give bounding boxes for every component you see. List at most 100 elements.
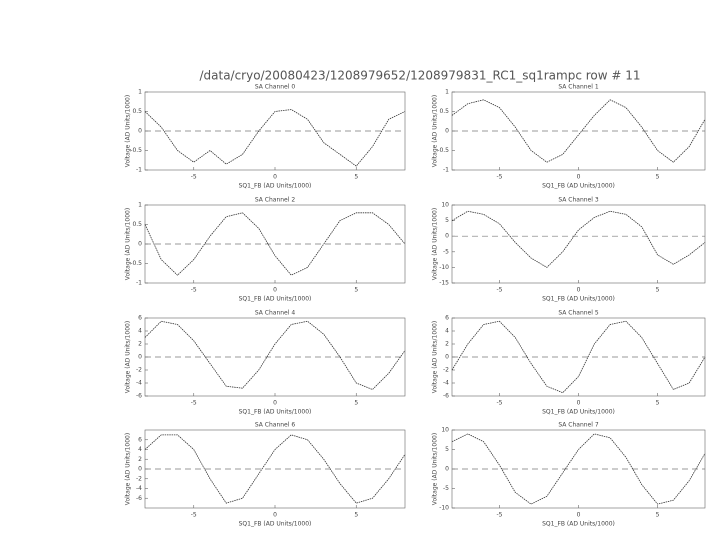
y-tick-label: -6 <box>136 495 142 502</box>
x-axis-label: SQ1_FB (AD Units/1000) <box>239 296 312 303</box>
y-tick-label: 0 <box>138 466 142 473</box>
x-axis-label: SQ1_FB (AD Units/1000) <box>542 409 615 416</box>
y-axis-label: Voltage (AD Units/1000) <box>125 208 132 280</box>
x-axis-label: SQ1_FB (AD Units/1000) <box>542 183 615 190</box>
y-tick-label: -5 <box>443 485 449 492</box>
y-tick-label: -6 <box>443 393 449 400</box>
y-tick-label: 0 <box>138 128 142 135</box>
x-tick-label: 5 <box>354 287 358 294</box>
x-tick-label: 0 <box>577 512 581 519</box>
panel-title: SA Channel 4 <box>255 310 295 317</box>
x-tick-label: -5 <box>496 174 502 181</box>
y-tick-label: -2 <box>136 475 142 482</box>
y-tick-label: -6 <box>136 393 142 400</box>
x-tick-label: -5 <box>496 512 502 519</box>
y-axis-label: Voltage (AD Units/1000) <box>432 433 439 505</box>
x-tick-label: -5 <box>191 400 197 407</box>
x-tick-label: -5 <box>496 400 502 407</box>
plot-frame <box>451 204 706 284</box>
curve <box>451 320 706 394</box>
y-tick-label: 2 <box>138 341 142 348</box>
curve <box>144 320 406 390</box>
x-tick-label: 5 <box>656 287 660 294</box>
y-tick-label: -10 <box>439 505 449 512</box>
y-tick-label: 0 <box>138 241 142 248</box>
y-tick-label: 4 <box>445 328 449 335</box>
x-tick-label: 0 <box>273 512 277 519</box>
x-axis-label: SQ1_FB (AD Units/1000) <box>239 521 312 528</box>
y-tick-label: 5 <box>445 446 449 453</box>
x-axis-label: SQ1_FB (AD Units/1000) <box>542 296 615 303</box>
y-tick-label: -4 <box>443 380 449 387</box>
y-tick-label: 10 <box>441 427 449 434</box>
y-tick-label: 5 <box>445 217 449 224</box>
x-tick-label: 5 <box>656 512 660 519</box>
y-tick-label: 0 <box>445 128 449 135</box>
y-tick-label: -15 <box>439 280 449 287</box>
x-tick-label: -5 <box>191 287 197 294</box>
curve <box>451 433 706 505</box>
y-tick-label: -1 <box>443 167 449 174</box>
panel-title: SA Channel 2 <box>255 197 295 204</box>
y-tick-label: 0 <box>138 354 142 361</box>
y-axis-label: Voltage (AD Units/1000) <box>432 208 439 280</box>
y-tick-label: 2 <box>445 341 449 348</box>
x-tick-label: 0 <box>273 174 277 181</box>
y-tick-label: 0.5 <box>132 221 142 228</box>
y-axis-label: Voltage (AD Units/1000) <box>125 433 132 505</box>
y-tick-label: -0.5 <box>130 147 142 154</box>
y-tick-label: 0.5 <box>132 108 142 115</box>
x-tick-label: -5 <box>191 174 197 181</box>
x-axis-label: SQ1_FB (AD Units/1000) <box>542 521 615 528</box>
x-tick-label: -5 <box>191 512 197 519</box>
y-tick-label: 0.5 <box>439 108 449 115</box>
panel-title: SA Channel 7 <box>558 422 598 429</box>
y-tick-label: -0.5 <box>437 147 449 154</box>
y-tick-label: 6 <box>138 436 142 443</box>
x-tick-label: 0 <box>273 400 277 407</box>
x-tick-label: 5 <box>354 174 358 181</box>
y-axis-label: Voltage (AD Units/1000) <box>432 95 439 167</box>
y-tick-label: 10 <box>441 202 449 209</box>
y-tick-label: 0 <box>445 354 449 361</box>
y-tick-label: 4 <box>138 328 142 335</box>
page-title: /data/cryo/20080423/1208979652/120897983… <box>199 69 640 83</box>
y-tick-label: 1 <box>445 89 449 96</box>
x-tick-label: 5 <box>354 400 358 407</box>
y-tick-label: -2 <box>136 367 142 374</box>
y-tick-label: -2 <box>443 367 449 374</box>
x-axis-label: SQ1_FB (AD Units/1000) <box>239 409 312 416</box>
panel-title: SA Channel 3 <box>558 197 598 204</box>
y-tick-label: -5 <box>443 248 449 255</box>
x-tick-label: 0 <box>273 287 277 294</box>
y-tick-label: -4 <box>136 485 142 492</box>
curve <box>144 212 406 276</box>
y-tick-label: 0 <box>445 466 449 473</box>
curve <box>144 109 406 167</box>
panel-title: SA Channel 0 <box>255 84 295 91</box>
curve <box>451 99 706 163</box>
y-axis-label: Voltage (AD Units/1000) <box>432 321 439 393</box>
panel-title: SA Channel 5 <box>558 310 598 317</box>
curve <box>451 210 706 268</box>
x-axis-label: SQ1_FB (AD Units/1000) <box>239 183 312 190</box>
y-tick-label: -0.5 <box>130 260 142 267</box>
y-tick-label: 0 <box>445 233 449 240</box>
y-tick-label: -4 <box>136 380 142 387</box>
curve <box>144 434 406 504</box>
y-tick-label: 6 <box>138 315 142 322</box>
panel-title: SA Channel 6 <box>255 422 295 429</box>
y-axis-label: Voltage (AD Units/1000) <box>125 95 132 167</box>
x-tick-label: 0 <box>577 174 581 181</box>
x-tick-label: 0 <box>577 400 581 407</box>
y-tick-label: 2 <box>138 456 142 463</box>
y-tick-label: 1 <box>138 89 142 96</box>
panel-title: SA Channel 1 <box>558 84 598 91</box>
y-tick-label: -10 <box>439 264 449 271</box>
x-tick-label: 5 <box>656 174 660 181</box>
y-tick-label: 4 <box>138 446 142 453</box>
y-tick-label: -1 <box>136 280 142 287</box>
x-tick-label: -5 <box>496 287 502 294</box>
y-tick-label: 1 <box>138 202 142 209</box>
